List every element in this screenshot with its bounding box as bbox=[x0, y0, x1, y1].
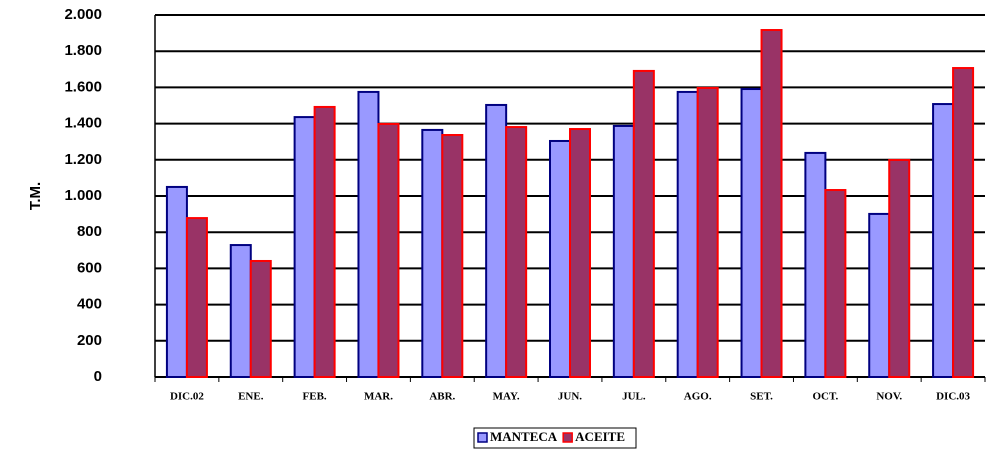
x-tick-label: AGO. bbox=[684, 391, 712, 403]
y-tick-label: 400 bbox=[77, 296, 102, 313]
x-tick-label: NOV. bbox=[876, 391, 902, 403]
y-tick-label: 800 bbox=[77, 223, 102, 240]
bar bbox=[549, 139, 571, 378]
bar bbox=[357, 90, 380, 379]
y-tick-label: 1.400 bbox=[64, 115, 102, 132]
bar bbox=[421, 128, 444, 378]
bar bbox=[696, 86, 719, 379]
x-tick-label: DIC.02 bbox=[170, 391, 204, 403]
bar bbox=[888, 158, 911, 378]
bar bbox=[804, 151, 827, 378]
legend-box bbox=[473, 427, 637, 449]
y-tick-label: 1.200 bbox=[64, 151, 102, 168]
bar bbox=[760, 29, 783, 378]
x-tick-label: ABR. bbox=[429, 391, 455, 403]
legend-label: MANTECA bbox=[490, 429, 558, 444]
x-tick-label: FEB. bbox=[303, 391, 327, 403]
bar bbox=[293, 116, 316, 378]
legend-swatch bbox=[477, 432, 488, 443]
y-tick-label: 1.800 bbox=[64, 42, 102, 59]
bar bbox=[229, 244, 252, 378]
y-tick-label: 600 bbox=[77, 259, 102, 276]
bar bbox=[868, 212, 891, 378]
y-tick-label: 0 bbox=[94, 368, 102, 385]
bar bbox=[505, 126, 528, 378]
y-tick-label: 200 bbox=[77, 332, 102, 349]
bar bbox=[632, 69, 655, 379]
x-tick-label: JUL. bbox=[622, 391, 646, 403]
bar bbox=[676, 90, 699, 379]
x-tick-label: MAR. bbox=[364, 391, 393, 403]
bar bbox=[313, 105, 336, 378]
bar bbox=[485, 103, 508, 378]
y-axis-label: T.M. bbox=[27, 182, 44, 210]
bar bbox=[569, 128, 591, 378]
bar bbox=[185, 217, 208, 378]
legend-label: ACEITE bbox=[575, 429, 625, 444]
x-tick-label: JUN. bbox=[558, 391, 582, 403]
bar bbox=[249, 259, 272, 379]
bar bbox=[952, 67, 975, 379]
y-tick-label: 1.000 bbox=[64, 187, 102, 204]
bar bbox=[740, 88, 763, 379]
bar bbox=[932, 103, 955, 378]
x-tick-label: DIC.03 bbox=[936, 391, 970, 403]
bar bbox=[165, 185, 188, 378]
x-tick-label: MAY. bbox=[493, 391, 520, 403]
bar bbox=[377, 122, 400, 378]
x-tick-label: SET. bbox=[750, 391, 773, 403]
bar bbox=[441, 134, 464, 378]
x-tick-label: ENE. bbox=[238, 391, 264, 403]
bar bbox=[612, 124, 635, 378]
legend-swatch bbox=[562, 432, 573, 443]
bar bbox=[824, 189, 847, 378]
y-tick-label: 1.600 bbox=[64, 78, 102, 95]
y-tick-label: 2.000 bbox=[64, 6, 102, 23]
x-tick-label: OCT. bbox=[812, 391, 838, 403]
